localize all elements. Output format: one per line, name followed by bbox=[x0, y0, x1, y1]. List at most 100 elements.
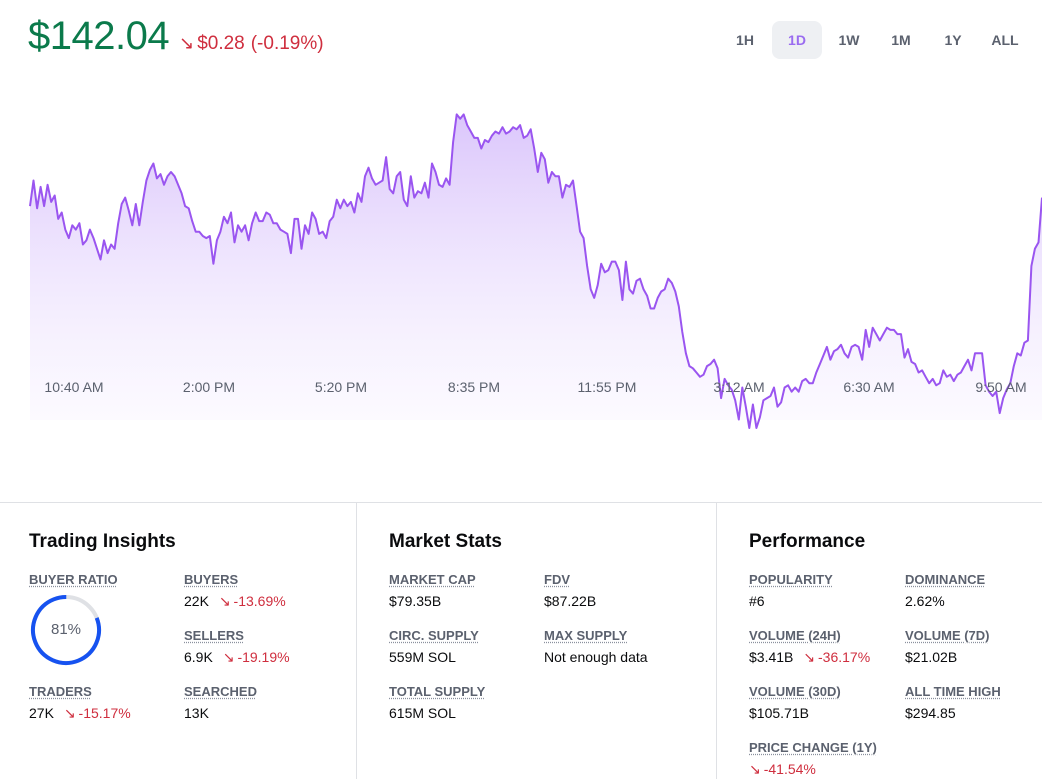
section-divider bbox=[0, 502, 1042, 503]
buyers-change-value: -13.69% bbox=[233, 593, 286, 609]
sellers-change-value: -19.19% bbox=[237, 649, 290, 665]
volume-7d-stat: VOLUME (7D) $21.02B bbox=[905, 628, 990, 665]
sellers-value-row: 6.9K ↘ -19.19% bbox=[184, 649, 290, 666]
circ-supply-label[interactable]: CIRC. SUPPLY bbox=[389, 628, 479, 643]
x-tick-label: 10:40 AM bbox=[44, 379, 103, 395]
range-tab-1w[interactable]: 1W bbox=[838, 32, 860, 48]
traders-change-value: -15.17% bbox=[78, 705, 131, 721]
popularity-label[interactable]: POPULARITY bbox=[749, 572, 833, 587]
volume-30d-value: $105.71B bbox=[749, 705, 809, 721]
price-change-1y-value: -41.54% bbox=[763, 761, 816, 777]
buyer-ratio-ring: 81% bbox=[29, 593, 103, 667]
column-divider bbox=[716, 503, 717, 779]
volume-24h-label[interactable]: VOLUME (24H) bbox=[749, 628, 841, 643]
volume-7d-label[interactable]: VOLUME (7D) bbox=[905, 628, 990, 643]
sellers-label[interactable]: SELLERS bbox=[184, 628, 244, 643]
price-change-1y-label[interactable]: PRICE CHANGE (1Y) bbox=[749, 740, 877, 755]
x-tick-label: 3:12 AM bbox=[713, 379, 764, 395]
volume-24h-value-row: $3.41B ↘ -36.17% bbox=[749, 649, 870, 666]
x-axis: 10:40 AM 2:00 PM 5:20 PM 8:35 PM 11:55 PM 3:1… bbox=[44, 379, 1026, 395]
market-stats-panel: Market Stats MARKET CAP $79.35B FDV $87.… bbox=[389, 503, 709, 779]
x-tick-label: 8:35 PM bbox=[448, 379, 500, 395]
buyers-change: ↘ -13.69% bbox=[219, 593, 286, 609]
down-arrow-icon: ↘ bbox=[803, 649, 815, 665]
down-arrow-icon: ↘ bbox=[218, 593, 231, 609]
range-tab-1d[interactable]: 1D bbox=[772, 21, 822, 59]
volume-7d-value: $21.02B bbox=[905, 649, 958, 665]
sellers-stat: SELLERS 6.9K ↘ -19.19% bbox=[184, 628, 290, 666]
buyers-stat: BUYERS 22K ↘ -13.69% bbox=[184, 572, 286, 610]
range-tab-1h[interactable]: 1H bbox=[736, 32, 754, 48]
price-chart[interactable]: 10:40 AM 2:00 PM 5:20 PM 8:35 PM 11:55 PM 3:1… bbox=[0, 80, 1042, 450]
total-supply-stat: TOTAL SUPPLY 615M SOL bbox=[389, 684, 485, 721]
searched-stat: SEARCHED 13K bbox=[184, 684, 257, 721]
range-tab-1y[interactable]: 1Y bbox=[944, 32, 962, 48]
price-area-fill bbox=[30, 114, 1042, 429]
ath-stat: ALL TIME HIGH $294.85 bbox=[905, 684, 1001, 721]
price-line bbox=[29, 113, 1042, 429]
time-range-tabs: 1H 1D 1W 1M 1Y ALL bbox=[720, 21, 1030, 59]
traders-stat: TRADERS 27K ↘ -15.17% bbox=[29, 684, 131, 722]
market-cap-stat: MARKET CAP $79.35B bbox=[389, 572, 476, 609]
market-cap-label[interactable]: MARKET CAP bbox=[389, 572, 476, 587]
x-tick-label: 5:20 PM bbox=[315, 379, 367, 395]
down-arrow-icon: ↘ bbox=[222, 649, 235, 665]
buyer-ratio-donut bbox=[31, 595, 101, 665]
ath-label[interactable]: ALL TIME HIGH bbox=[905, 684, 1001, 699]
buyer-ratio-value: 81% bbox=[50, 621, 82, 638]
total-supply-label[interactable]: TOTAL SUPPLY bbox=[389, 684, 486, 699]
volume-24h-value: $3.41B bbox=[749, 649, 794, 665]
fdv-label[interactable]: FDV bbox=[544, 572, 570, 587]
price-header: $142.04 ↘ $0.28 (-0.19%) bbox=[28, 14, 324, 59]
down-arrow-icon: ↘ bbox=[63, 705, 76, 721]
x-tick-label: 11:55 PM bbox=[578, 379, 637, 395]
circ-supply-stat: CIRC. SUPPLY 559M SOL bbox=[389, 628, 479, 665]
traders-change: ↘ -15.17% bbox=[64, 705, 131, 721]
trading-insights-title: Trading Insights bbox=[29, 531, 176, 552]
price-change-1y-stat: PRICE CHANGE (1Y) ↘ -41.54% bbox=[749, 740, 877, 778]
x-tick-label: 2:00 PM bbox=[183, 379, 235, 395]
performance-panel: Performance POPULARITY #6 DOMINANCE 2.62… bbox=[749, 503, 1039, 779]
max-supply-value: Not enough data bbox=[544, 649, 648, 665]
buyers-value-row: 22K ↘ -13.69% bbox=[184, 593, 286, 610]
down-arrow-icon: ↘ bbox=[749, 761, 761, 777]
market-cap-value: $79.35B bbox=[389, 593, 442, 609]
range-tab-1m[interactable]: 1M bbox=[891, 32, 911, 48]
market-stats-title: Market Stats bbox=[389, 531, 502, 552]
trading-insights-panel: Trading Insights BUYER RATIO 81% BUYERS … bbox=[29, 503, 349, 779]
performance-title: Performance bbox=[749, 531, 866, 552]
volume-24h-change-value: -36.17% bbox=[818, 649, 871, 665]
sellers-change: ↘ -19.19% bbox=[223, 649, 290, 665]
buyers-label[interactable]: BUYERS bbox=[184, 572, 239, 587]
down-arrow-icon: ↘ bbox=[179, 33, 195, 53]
price-change-percent: (-0.19%) bbox=[250, 33, 324, 54]
column-divider bbox=[356, 503, 357, 779]
traders-value-row: 27K ↘ -15.17% bbox=[29, 705, 131, 722]
max-supply-stat: MAX SUPPLY Not enough data bbox=[544, 628, 648, 665]
price-change-1y-value-row: ↘ -41.54% bbox=[749, 761, 877, 778]
volume-24h-change: ↘ -36.17% bbox=[803, 649, 870, 665]
current-price: $142.04 bbox=[28, 14, 170, 58]
traders-value: 27K bbox=[29, 705, 54, 721]
price-chart-svg: 10:40 AM 2:00 PM 5:20 PM 8:35 PM 11:55 PM 3:1… bbox=[29, 113, 1042, 429]
circ-supply-value: 559M SOL bbox=[389, 649, 456, 665]
price-change: ↘ $0.28 (-0.19%) bbox=[179, 33, 324, 55]
fdv-stat: FDV $87.22B bbox=[544, 572, 596, 609]
volume-30d-label[interactable]: VOLUME (30D) bbox=[749, 684, 841, 699]
sellers-value: 6.9K bbox=[184, 649, 213, 665]
total-supply-value: 615M SOL bbox=[389, 705, 456, 721]
fdv-value: $87.22B bbox=[544, 593, 597, 609]
buyer-ratio-label[interactable]: BUYER RATIO bbox=[29, 572, 118, 587]
searched-label[interactable]: SEARCHED bbox=[184, 684, 257, 699]
volume-30d-stat: VOLUME (30D) $105.71B bbox=[749, 684, 841, 721]
buyers-value: 22K bbox=[184, 593, 209, 609]
range-tab-all[interactable]: ALL bbox=[991, 32, 1019, 48]
max-supply-label[interactable]: MAX SUPPLY bbox=[544, 628, 628, 643]
dominance-label[interactable]: DOMINANCE bbox=[905, 572, 986, 587]
traders-label[interactable]: TRADERS bbox=[29, 684, 92, 699]
price-change-amount: $0.28 bbox=[197, 33, 245, 54]
searched-value: 13K bbox=[184, 705, 209, 721]
ath-value: $294.85 bbox=[905, 705, 956, 721]
dominance-value: 2.62% bbox=[905, 593, 945, 609]
popularity-stat: POPULARITY #6 bbox=[749, 572, 833, 609]
